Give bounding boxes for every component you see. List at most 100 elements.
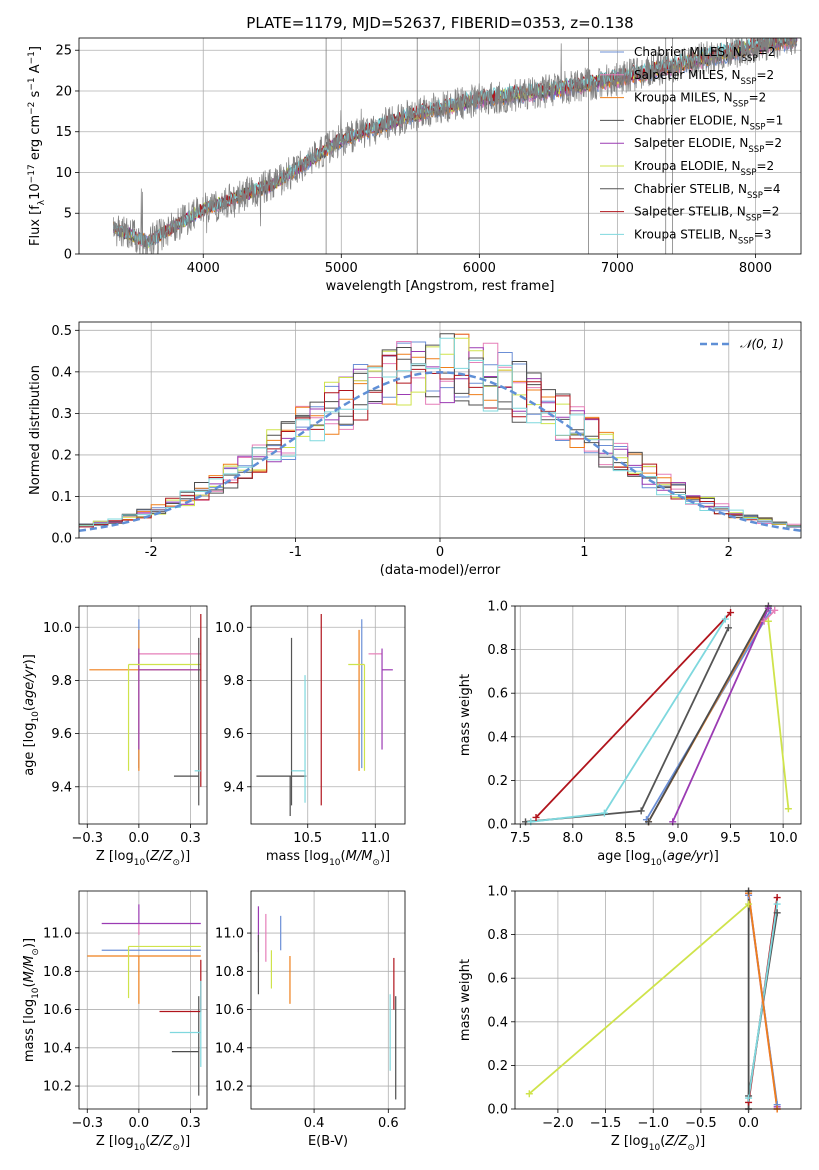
y-tick-label: 10.0: [43, 621, 72, 636]
y-tick-label: 15: [55, 125, 72, 140]
x-tick-label: 10.0: [769, 831, 798, 846]
x-tick-label: −1.5: [590, 1116, 622, 1131]
x-tick-label: 0.3: [180, 1116, 201, 1131]
mass-vs-ebv-plot-area: [251, 891, 405, 1109]
residual-histogram: [79, 354, 801, 528]
x-tick-label: 0.4: [304, 1116, 325, 1131]
y-tick-label: 10.2: [43, 1080, 72, 1095]
legend-entry: Kroupa MILES, NSSP=2: [634, 91, 766, 110]
residuals-frame: [78, 321, 802, 539]
y-tick-label: 9.4: [223, 780, 244, 795]
y-tick-label: 11.0: [43, 927, 72, 942]
spectrum-y-label: Flux [fλ10−17 erg cm−2 s−1 A−1]: [27, 46, 47, 246]
x-tick-label: 0.0: [129, 831, 150, 846]
x-tick-label: 7000: [601, 261, 634, 276]
y-tick-label: 0.0: [487, 1103, 508, 1118]
normal-curve: [79, 371, 801, 532]
spectrum-panel: 4000 5000 6000 7000 8000 0 5 10 15 20 25 wavelength…: [27, 37, 802, 294]
y-tick-label: 0.4: [51, 365, 72, 380]
age-vs-Z-panel: −0.3 0.0 0.3 9.4 9.6 9.8 10.0 Z [log10(Z/Z⊙)] ag…: [22, 605, 208, 868]
weight-vs-Z-panel: −2.0 −1.5 −1.0 −0.5 0.0 0.0 0.2 0.4 0.6 0.8 1.0 Z […: [458, 885, 802, 1153]
x-tick-label: −1.0: [637, 1116, 669, 1131]
legend-entry: Salpeter ELODIE, NSSP=2: [634, 136, 782, 155]
mass-weight-line: [763, 609, 776, 622]
mass-weight-marker: [771, 606, 779, 614]
mass-weight-marker: [727, 609, 735, 617]
mass-vs-Z-x-label: Z [log10(Z/Z⊙)]: [96, 1134, 190, 1153]
y-tick-label: 0.2: [51, 448, 72, 463]
x-tick-label: 8.5: [615, 831, 636, 846]
y-tick-label: 0.2: [487, 1059, 508, 1074]
y-tick-label: 0.0: [487, 818, 508, 833]
mass-weight-marker: [764, 617, 772, 625]
x-tick-label: 7.5: [510, 831, 531, 846]
y-tick-label: 10.6: [215, 1003, 244, 1018]
y-tick-label: 0.1: [51, 490, 72, 505]
x-tick-label: −2.0: [542, 1116, 574, 1131]
x-tick-label: 10.5: [293, 831, 322, 846]
spectrum-x-label: wavelength [Angstrom, rest frame]: [326, 279, 555, 294]
residual-histogram: [79, 337, 801, 528]
legend-entry: Chabrier ELODIE, NSSP=1: [634, 113, 783, 132]
weight-vs-Z-x-label: Z [log10(Z/Z⊙)]: [611, 1134, 705, 1153]
y-tick-label: 1.0: [487, 885, 508, 900]
x-tick-label: 5000: [325, 261, 358, 276]
mass-weight-line: [747, 893, 779, 1109]
mass-weight-marker: [600, 809, 608, 817]
legend-normal: 𝒩(0, 1): [740, 337, 784, 351]
mass-weight-marker: [773, 900, 781, 908]
weight-vs-age-panel: 7.5 8.0 8.5 9.0 9.5 10.0 0.0 0.2 0.4 0.6 0.8 1.0 age…: [458, 600, 802, 868]
legend-entry: Chabrier MILES, NSSP=2: [634, 45, 775, 64]
mass-weight-marker: [745, 1094, 753, 1102]
y-tick-label: 0.3: [51, 407, 72, 422]
x-tick-label: 0.6: [378, 1116, 399, 1131]
age-vs-Z-x-label: Z [log10(Z/Z⊙)]: [96, 849, 190, 868]
y-tick-label: 0.4: [487, 730, 508, 745]
mass-weight-line: [528, 903, 750, 1095]
mass-weight-marker: [773, 894, 781, 902]
y-tick-label: 10: [55, 166, 72, 181]
y-tick-label: 0.2: [487, 774, 508, 789]
y-tick-label: 10.6: [43, 1003, 72, 1018]
mass-weight-marker: [721, 615, 729, 623]
y-tick-label: 5: [64, 207, 72, 222]
mass-weight-marker: [637, 807, 645, 815]
x-tick-label: 0.3: [180, 831, 201, 846]
residuals-plot-area: [79, 322, 801, 538]
mass-weight-marker: [773, 909, 781, 917]
mass-weight-marker: [525, 1090, 533, 1098]
y-tick-label: 9.8: [223, 674, 244, 689]
mass-vs-ebv-panel: 0.4 0.6 10.2 10.4 10.6 10.8 11.0 E(B-V): [215, 890, 406, 1149]
mass-vs-Z-frame: [78, 890, 208, 1110]
age-vs-Z-frame: [78, 605, 208, 825]
mass-vs-Z-plot-area: [79, 891, 207, 1109]
legend-entry: Salpeter MILES, NSSP=2: [634, 68, 774, 87]
mass-vs-ebv-x-label: E(B-V): [308, 1134, 348, 1149]
mass-weight-line: [535, 611, 732, 819]
y-tick-label: 9.4: [51, 780, 72, 795]
mass-vs-Z-panel: −0.3 0.0 0.3 10.2 10.4 10.6 10.8 11.0 Z [log10(Z…: [22, 890, 208, 1153]
weight-vs-age-frame: [514, 605, 802, 825]
x-tick-label: -2: [145, 545, 158, 560]
mass-weight-marker: [745, 900, 753, 908]
age-vs-mass-frame: [250, 605, 406, 825]
x-tick-label: 0.0: [738, 1116, 759, 1131]
age-vs-Z-plot-area: [79, 606, 207, 824]
x-tick-label: 8000: [739, 261, 772, 276]
y-tick-label: 0.6: [487, 687, 508, 702]
y-tick-label: 0.4: [487, 1015, 508, 1030]
mass-weight-marker: [724, 624, 732, 632]
y-tick-label: 10.0: [215, 621, 244, 636]
x-tick-label: −0.3: [71, 1116, 103, 1131]
y-tick-label: 25: [55, 44, 72, 59]
spectrum-data-line: [113, 38, 797, 254]
age-vs-mass-x-label: mass [log10(M/M⊙)]: [266, 849, 390, 868]
weight-vs-age-y-label: mass weight: [458, 674, 473, 756]
weight-vs-Z-plot-area: [515, 891, 801, 1109]
legend-entry: Salpeter STELIB, NSSP=2: [634, 205, 779, 224]
x-tick-label: 6000: [463, 261, 496, 276]
y-tick-label: 10.4: [215, 1041, 244, 1056]
x-tick-label: 11.0: [361, 831, 390, 846]
mass-weight-line: [525, 627, 730, 823]
spectrum-legend: Chabrier MILES, NSSP=2 Salpeter MILES, NS…: [600, 45, 783, 246]
